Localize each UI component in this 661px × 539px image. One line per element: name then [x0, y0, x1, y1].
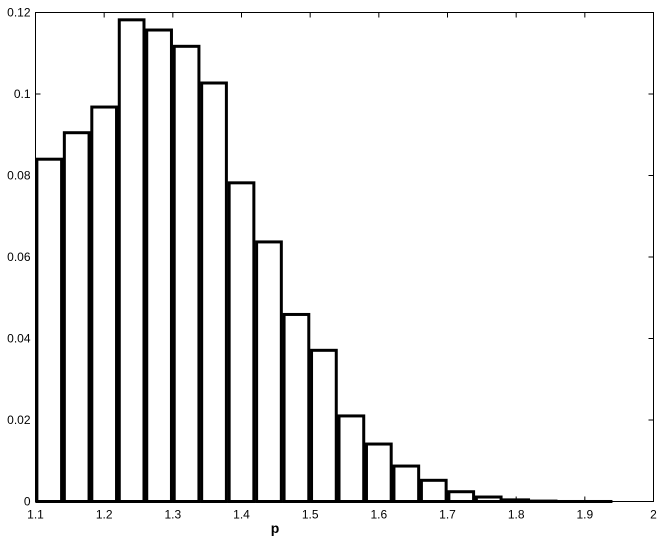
bar-15 — [447, 490, 476, 504]
x-axis-label: p — [271, 520, 280, 536]
bar-12 — [364, 442, 393, 504]
bar-2 — [90, 105, 119, 503]
y-tick-label-6: 0.12 — [7, 6, 31, 20]
bar-4 — [145, 28, 173, 504]
x-tick-label-0: 1.1 — [27, 508, 44, 522]
y-tick-label-3: 0.06 — [7, 250, 31, 264]
y-tick-label-2: 0.04 — [7, 332, 31, 346]
bar-8 — [255, 240, 283, 503]
y-tick-label-5: 0.1 — [14, 87, 31, 101]
x-tick-label-2: 1.3 — [164, 508, 181, 522]
y-tick-label-1: 0.02 — [7, 413, 31, 427]
x-tick-label-4: 1.5 — [302, 508, 319, 522]
bar-16 — [474, 495, 503, 503]
bar-1 — [62, 131, 91, 504]
y-tick-label-4: 0.08 — [7, 169, 31, 183]
bar-5 — [172, 44, 201, 503]
bar-14 — [419, 478, 448, 503]
x-tick-label-1: 1.2 — [96, 508, 113, 522]
bar-11 — [337, 414, 366, 503]
bar-10 — [310, 348, 338, 503]
bar-13 — [392, 464, 421, 503]
x-tick-label-6: 1.7 — [439, 508, 456, 522]
x-tick-label-8: 1.9 — [576, 508, 593, 522]
x-tick-label-7: 1.8 — [508, 508, 525, 522]
bar-6 — [200, 81, 228, 503]
x-tick-label-9: 2 — [650, 508, 657, 522]
x-tick-label-3: 1.4 — [233, 508, 250, 522]
bar-3 — [117, 18, 146, 504]
plot-frame — [35, 12, 654, 502]
bar-0 — [35, 157, 64, 503]
x-tick-label-5: 1.6 — [370, 508, 387, 522]
bar-9 — [282, 312, 311, 503]
bars-layer — [35, 18, 613, 504]
y-tick-label-0: 0 — [24, 495, 31, 509]
bar-7 — [227, 181, 256, 504]
labels-layer: 1.1 1.2 1.3 1.4 1.5 1.6 1.7 1.8 1.9 2 0 0.02 0.04 0.0… — [7, 6, 657, 522]
